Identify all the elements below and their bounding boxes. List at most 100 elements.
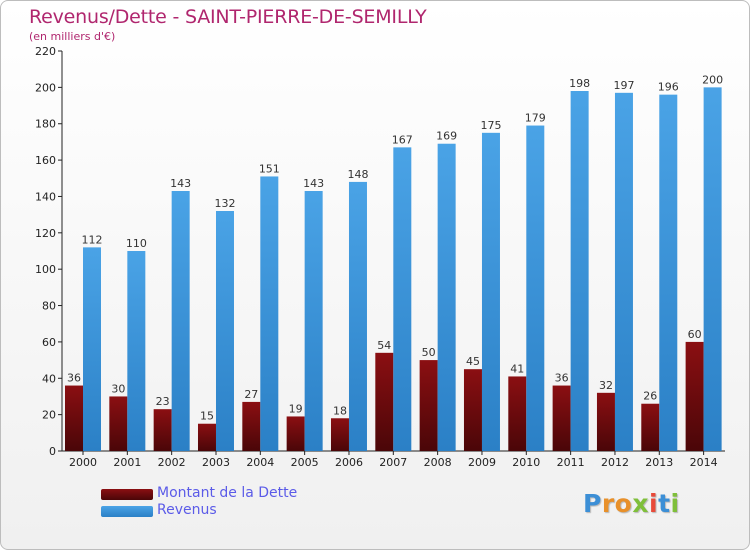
data-label-revenue: 143 [170, 177, 191, 190]
x-tick-label: 2005 [291, 456, 319, 469]
data-label-debt: 15 [200, 410, 214, 423]
data-label-revenue: 200 [702, 73, 723, 86]
data-label-revenue: 110 [126, 237, 147, 250]
bar-debt [197, 423, 216, 451]
data-label-revenue: 132 [214, 197, 235, 210]
data-label-debt: 18 [333, 404, 347, 417]
data-label-revenue: 167 [392, 133, 413, 146]
data-label-debt: 60 [688, 328, 702, 341]
bar-revenue [348, 181, 367, 451]
data-label-debt: 32 [599, 379, 613, 392]
y-tick-label: 220 [35, 45, 56, 58]
x-tick-label: 2008 [424, 456, 452, 469]
data-label-debt: 19 [289, 402, 303, 415]
data-label-debt: 30 [111, 382, 125, 395]
data-label-debt: 36 [555, 372, 569, 385]
bar-revenue [260, 176, 279, 452]
data-label-debt: 23 [156, 395, 170, 408]
logo-letter: i [670, 489, 680, 518]
x-tick-label: 2002 [158, 456, 186, 469]
x-tick-label: 2003 [202, 456, 230, 469]
x-tick-label: 2006 [335, 456, 363, 469]
bar-debt [552, 385, 571, 451]
proxiti-logo: Proxiti [583, 489, 693, 525]
bar-revenue [703, 87, 722, 451]
bar-debt [508, 376, 527, 451]
bar-revenue [659, 94, 678, 452]
data-label-debt: 26 [643, 390, 657, 403]
bar-debt [330, 418, 349, 451]
bar-debt [596, 392, 615, 451]
data-label-revenue: 143 [303, 177, 324, 190]
logo-letter: r [601, 489, 615, 518]
bar-debt [286, 416, 305, 451]
y-tick-label: 20 [42, 409, 56, 422]
x-tick-label: 2014 [690, 456, 718, 469]
x-tick-label: 2004 [246, 456, 274, 469]
data-label-debt: 50 [422, 346, 436, 359]
data-label-revenue: 151 [259, 162, 280, 175]
legend-label-debt: Montant de la Dette [157, 485, 298, 501]
y-tick-label: 160 [35, 154, 56, 167]
bar-debt [641, 403, 660, 451]
legend-swatch-debt [101, 489, 153, 500]
bar-revenue [215, 211, 234, 451]
x-tick-label: 2009 [468, 456, 496, 469]
logo-letter: i [649, 489, 659, 518]
chart-title: Revenus/Dette - SAINT-PIERRE-DE-SEMILLY [29, 6, 427, 28]
data-label-revenue: 179 [525, 112, 546, 125]
logo-letter: P [583, 489, 602, 518]
x-tick-label: 2000 [69, 456, 97, 469]
logo-letter: t [658, 489, 671, 518]
y-tick-label: 120 [35, 227, 56, 240]
data-label-debt: 41 [510, 362, 524, 375]
bars [65, 87, 722, 452]
data-label-revenue: 175 [480, 119, 501, 132]
bar-revenue [304, 191, 323, 451]
data-label-debt: 36 [67, 372, 81, 385]
x-tick-label: 2012 [601, 456, 629, 469]
data-label-debt: 45 [466, 355, 480, 368]
y-tick-label: 140 [35, 190, 56, 203]
bar-revenue [526, 125, 545, 451]
bar-debt [685, 341, 704, 451]
bar-revenue [570, 91, 589, 451]
bar-debt [375, 352, 394, 451]
chart-subtitle: (en milliers d'€) [29, 30, 116, 43]
bar-revenue [171, 191, 190, 451]
x-tick-label: 2013 [645, 456, 673, 469]
y-tick-label: 0 [49, 445, 56, 458]
y-tick-label: 180 [35, 118, 56, 131]
bar-revenue [481, 132, 500, 451]
data-labels: 36 112 30 110 23 143 15 132 27 151 19 143 18 148 54 167… [67, 73, 723, 422]
logo-letter: x [632, 489, 649, 518]
bar-debt [419, 360, 438, 451]
bar-debt [463, 369, 482, 451]
bar-revenue [437, 143, 456, 451]
legend-label-revenue: Revenus [157, 502, 217, 518]
logo-letter: o [614, 489, 633, 518]
data-label-debt: 54 [377, 339, 391, 352]
bar-debt [109, 396, 128, 451]
bar-debt [65, 385, 83, 451]
data-label-revenue: 198 [569, 77, 590, 90]
bar-revenue [393, 147, 412, 451]
y-tick-label: 200 [35, 81, 56, 94]
y-tick-label: 60 [42, 336, 56, 349]
legend-swatch-revenue [101, 506, 153, 517]
data-label-revenue: 196 [658, 81, 679, 94]
bar-revenue [127, 251, 146, 451]
data-label-revenue: 169 [436, 130, 457, 143]
bar-revenue [83, 247, 101, 451]
y-tick-label: 40 [42, 372, 56, 385]
x-tick-label: 2010 [512, 456, 540, 469]
data-label-revenue: 112 [82, 233, 103, 246]
x-tick-label: 2007 [379, 456, 407, 469]
x-tick-label: 2011 [557, 456, 585, 469]
bar-debt [242, 401, 261, 451]
x-tick-label: 2001 [113, 456, 141, 469]
data-label-revenue: 197 [613, 79, 634, 92]
y-tick-label: 100 [35, 263, 56, 276]
